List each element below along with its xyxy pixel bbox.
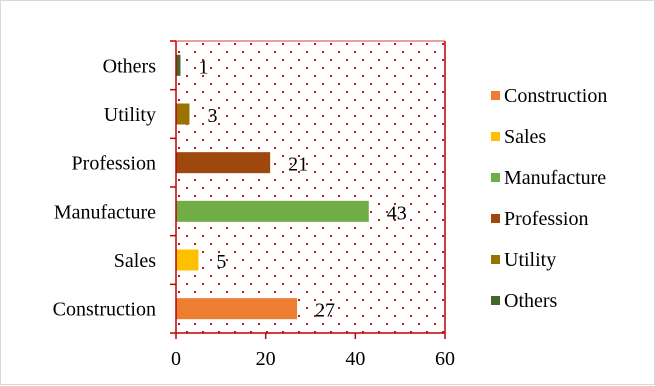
legend-label-profession: Profession [504,208,588,230]
legend-label-others: Others [504,290,558,312]
category-label-profession: Profession [72,153,156,175]
x-tick-label-40: 40 [345,348,365,370]
x-tick-label-20: 20 [256,348,276,370]
x-tick-label-60: 60 [435,348,455,370]
data-label-construction: 27 [315,300,335,322]
legend-label-manufacture: Manufacture [504,167,606,189]
data-label-sales: 5 [216,251,226,273]
plot-area [176,41,445,333]
legend-swatch-construction [491,91,500,100]
data-label-profession: 21 [288,154,308,176]
legend-label-construction: Construction [504,85,607,107]
legend-swatch-manufacture [491,173,500,182]
legend-swatch-profession [491,214,500,223]
data-label-utility: 3 [207,105,217,127]
legend-label-utility: Utility [504,249,556,271]
category-label-others: Others [103,55,157,77]
bar-manufacture [176,200,369,222]
bar-profession [176,152,271,174]
bar-construction [176,298,298,320]
data-label-others: 1 [198,56,208,78]
data-label-manufacture: 43 [387,202,407,224]
x-tick-label-0: 0 [171,348,181,370]
legend-swatch-utility [491,255,500,264]
category-label-sales: Sales [114,250,156,272]
category-label-manufacture: Manufacture [54,201,156,223]
bar-utility [176,103,190,125]
category-label-utility: Utility [104,104,156,126]
bar-others [176,54,181,76]
legend-swatch-others [491,296,500,305]
legend-swatch-sales [491,132,500,141]
category-label-construction: Construction [53,299,156,321]
legend-label-sales: Sales [504,126,546,148]
bar-sales [176,249,199,271]
